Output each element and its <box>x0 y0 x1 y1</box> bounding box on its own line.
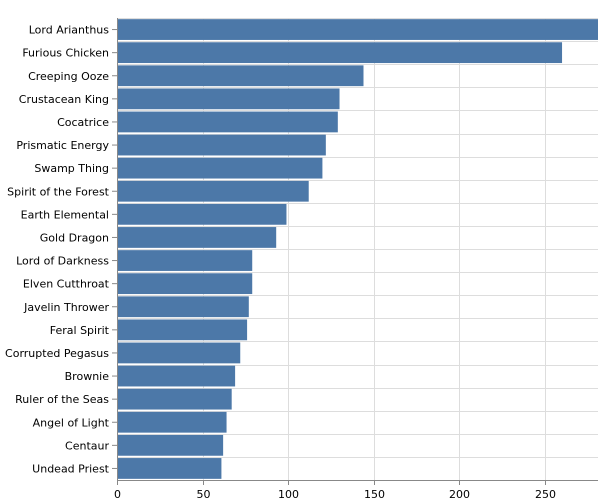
bar <box>117 342 241 364</box>
y-tick-label: Swamp Thing <box>34 162 109 175</box>
x-tick-label: 50 <box>197 488 211 501</box>
bar <box>117 411 227 433</box>
x-tick-label: 200 <box>449 488 470 501</box>
y-tick-label: Spirit of the Forest <box>7 185 110 198</box>
y-tick-label: Cocatrice <box>57 116 109 129</box>
y-tick-label: Elven Cutthroat <box>23 278 110 291</box>
x-tick-label: 250 <box>535 488 556 501</box>
x-tick-label: 0 <box>114 488 121 501</box>
axes: Lord Arianthus Furious Chicken Creeping Oo… <box>5 18 598 501</box>
bar <box>117 134 326 156</box>
y-tick-label: Earth Elemental <box>21 208 109 221</box>
grid-lines <box>117 18 598 481</box>
y-tick-label: Javelin Thrower <box>23 301 109 314</box>
bar <box>117 458 222 479</box>
bar <box>117 203 287 225</box>
bar <box>117 388 232 410</box>
bar <box>117 319 248 341</box>
bar <box>117 227 277 248</box>
x-tick-label: 100 <box>278 488 299 501</box>
bar <box>117 42 563 64</box>
y-tick-label: Lord of Darkness <box>16 255 109 268</box>
y-tick-label: Angel of Light <box>33 416 110 429</box>
y-tick-label: Creeping Ooze <box>28 70 109 83</box>
bar <box>117 273 253 295</box>
y-tick-label: Centaur <box>65 439 109 452</box>
y-tick-label: Ruler of the Seas <box>15 393 109 406</box>
y-tick-label: Prismatic Energy <box>16 139 109 152</box>
y-tick-label: Lord Arianthus <box>29 24 110 37</box>
bar <box>117 365 236 387</box>
x-tick-label: 150 <box>364 488 385 501</box>
bar <box>117 296 249 318</box>
bar <box>117 180 309 202</box>
bar <box>117 19 598 40</box>
bar <box>117 65 364 87</box>
bars <box>117 19 598 479</box>
bar <box>117 111 338 133</box>
y-tick-label: Feral Spirit <box>50 324 110 337</box>
y-tick-label: Undead Priest <box>32 462 110 475</box>
y-tick-label: Furious Chicken <box>22 47 109 60</box>
y-tick-label: Crustacean King <box>19 93 109 106</box>
y-tick-label: Corrupted Pegasus <box>5 347 109 360</box>
y-tick-label: Gold Dragon <box>40 231 109 244</box>
bar <box>117 434 224 456</box>
y-tick-label: Brownie <box>65 370 110 383</box>
bar <box>117 250 253 271</box>
bar <box>117 88 340 110</box>
bar <box>117 157 323 179</box>
